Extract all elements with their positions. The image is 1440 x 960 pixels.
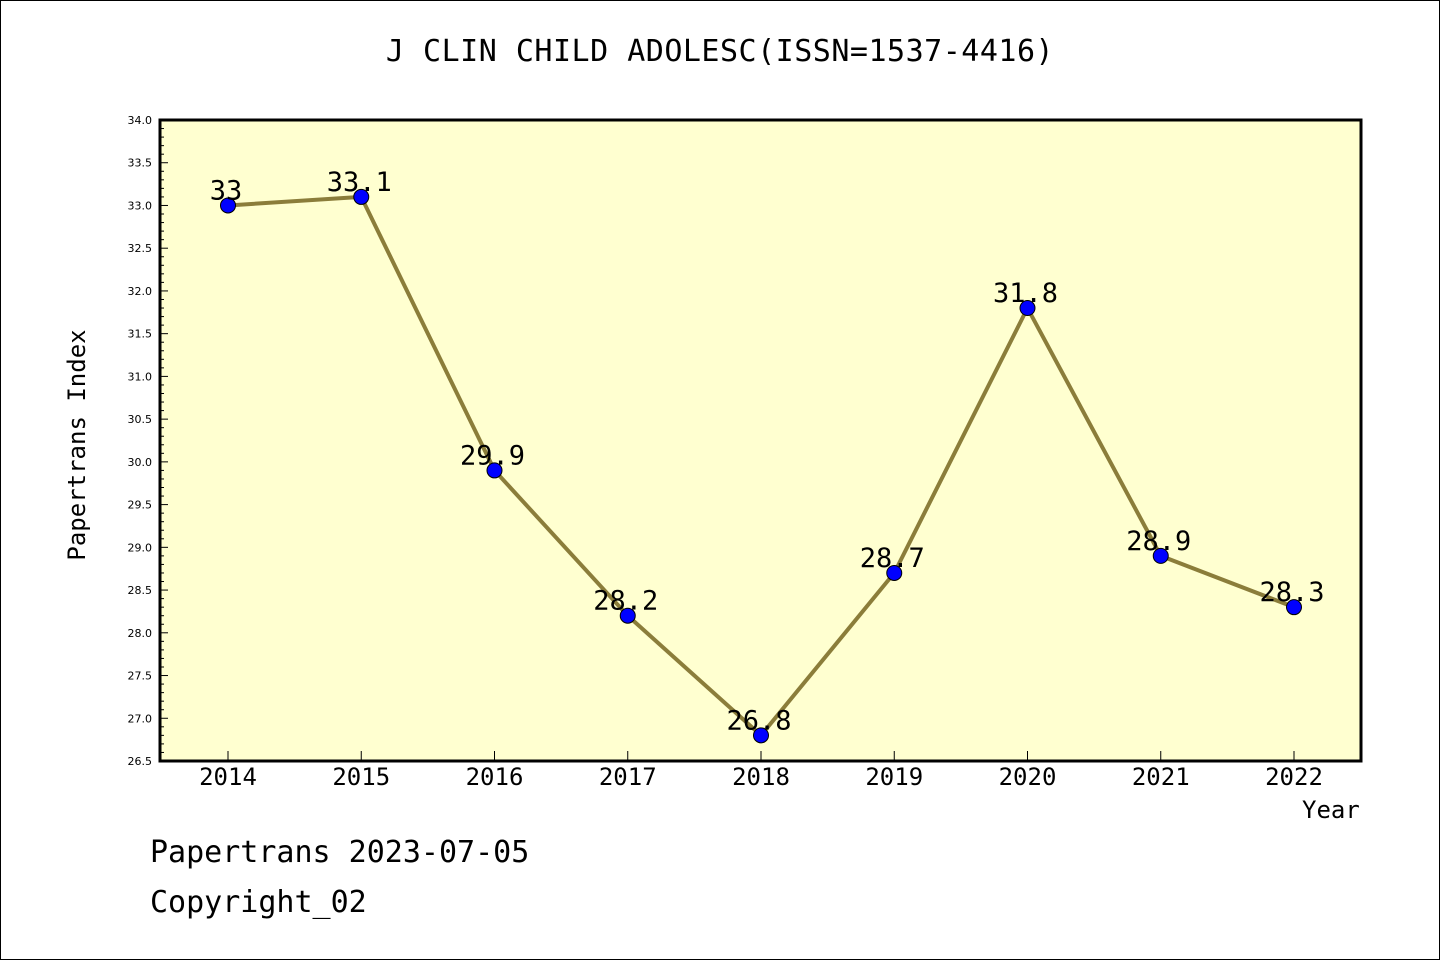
y-tick-label: 29.5: [128, 499, 153, 512]
y-tick-label: 31.0: [128, 370, 153, 383]
x-tick-label: 2016: [466, 763, 524, 791]
x-axis-label: Year: [1302, 796, 1360, 824]
x-axis: 2014 2015 2016 2017 2018 2019 2020 2021 2022: [199, 751, 1323, 791]
data-point: [619, 607, 636, 624]
footer-date: Papertrans 2023-07-05: [150, 835, 530, 870]
data-points: [220, 188, 1302, 744]
y-tick-label: 31.5: [128, 328, 153, 341]
y-tick-label: 27.5: [128, 670, 153, 683]
x-tick-label: 2014: [199, 763, 257, 791]
y-tick-label: 30.0: [128, 456, 153, 469]
y-tick-label: 33.0: [128, 199, 153, 212]
data-point: [1152, 547, 1169, 564]
data-label: 28.3: [1259, 577, 1324, 608]
y-axis: 26.5 27.0 27.5 28.0 28.5 29.0 29.5 30.0 30.5 31.0…: [128, 114, 168, 768]
y-tick-label: 34.0: [128, 114, 153, 127]
y-tick-label: 33.5: [128, 157, 153, 170]
data-label: 28.9: [1126, 526, 1191, 557]
data-label: 33: [210, 175, 243, 206]
x-tick-label: 2015: [332, 763, 390, 791]
x-tick-label: 2021: [1132, 763, 1190, 791]
data-label: 28.7: [860, 543, 925, 574]
footer-copyright: Copyright_02: [150, 885, 367, 920]
x-tick-label: 2017: [599, 763, 657, 791]
data-point: [220, 197, 236, 214]
data-point: [753, 727, 769, 744]
y-tick-label: 28.5: [128, 584, 153, 597]
y-tick-label: 28.0: [128, 627, 153, 640]
data-point: [1019, 300, 1036, 317]
data-point: [1286, 599, 1302, 616]
x-tick-label: 2018: [732, 763, 790, 791]
data-label: 29.9: [460, 440, 525, 471]
y-tick-label: 27.0: [128, 712, 153, 725]
y-tick-label: 29.0: [128, 541, 153, 554]
chart-title: J CLIN CHILD ADOLESC(ISSN=1537-4416): [385, 34, 1055, 69]
y-tick-label: 32.5: [128, 242, 153, 255]
x-tick-label: 2019: [865, 763, 923, 791]
data-point: [353, 188, 370, 205]
data-labels: 33 33.1 29.9 28.2 26.8 28.7 31.8 28.9 28.3: [210, 167, 1325, 736]
data-label: 33.1: [327, 167, 392, 198]
y-tick-label: 32.0: [128, 285, 153, 298]
data-label: 26.8: [726, 705, 791, 736]
data-point: [886, 564, 903, 581]
x-tick-label: 2020: [999, 763, 1057, 791]
y-tick-label: 26.5: [128, 755, 153, 768]
y-tick-label: 30.5: [128, 413, 153, 426]
data-point: [486, 462, 503, 479]
plot-area: [158, 118, 1363, 763]
data-label: 31.8: [993, 278, 1058, 309]
x-tick-label: 2022: [1265, 763, 1323, 791]
data-label: 28.2: [593, 586, 658, 617]
